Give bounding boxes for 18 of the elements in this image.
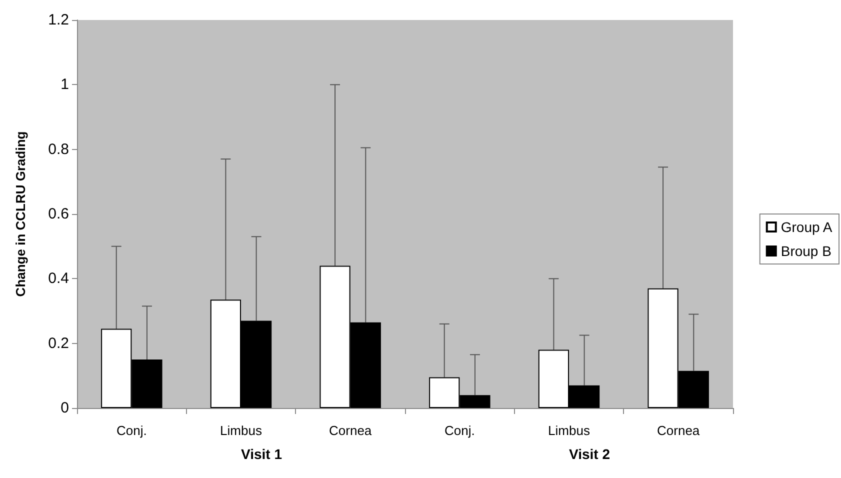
legend-label: Group A bbox=[780, 219, 833, 235]
text: Visit 1 bbox=[240, 446, 282, 462]
y-tick-label: 0.2 bbox=[48, 334, 69, 352]
x-tick-label: Cornea bbox=[657, 423, 700, 438]
y-tick-label: 0 bbox=[60, 400, 69, 416]
y-axis-title: Change in CCLRU Grading bbox=[13, 131, 28, 297]
legend-label: Broup B bbox=[780, 243, 832, 259]
text: Visit 2 bbox=[568, 446, 610, 462]
x-tick-label: Limbus bbox=[548, 423, 590, 438]
y-tick-label: 1.2 bbox=[48, 12, 69, 28]
y-tick-label: 0.6 bbox=[48, 206, 69, 222]
y-tick-label: 0.4 bbox=[48, 270, 69, 288]
x-tick-label: Conj. bbox=[444, 423, 475, 438]
y-tick-label: 0.8 bbox=[48, 140, 69, 158]
x-tick-label: Cornea bbox=[329, 423, 372, 438]
x-tick-label: Limbus bbox=[220, 423, 262, 438]
x-tick-label: Conj. bbox=[116, 423, 147, 438]
y-tick-label: 1 bbox=[60, 76, 69, 94]
